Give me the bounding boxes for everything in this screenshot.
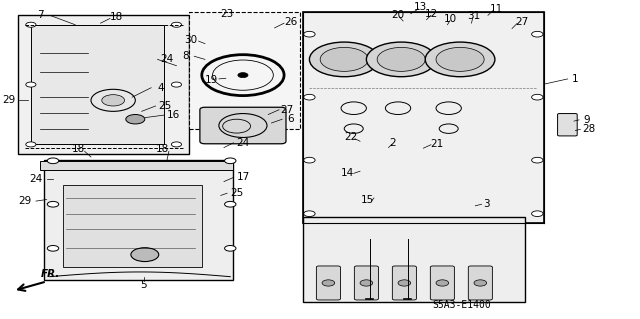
Text: 18: 18 xyxy=(156,144,169,154)
Text: 11: 11 xyxy=(490,4,503,14)
Circle shape xyxy=(532,94,543,100)
FancyBboxPatch shape xyxy=(303,12,543,223)
Text: 20: 20 xyxy=(392,10,404,20)
Circle shape xyxy=(47,201,59,207)
Circle shape xyxy=(238,73,248,78)
Text: 9: 9 xyxy=(584,115,590,125)
Text: 27: 27 xyxy=(515,17,528,27)
Text: 28: 28 xyxy=(582,124,596,134)
FancyBboxPatch shape xyxy=(189,12,300,129)
Text: 24: 24 xyxy=(236,138,250,148)
Text: FR.: FR. xyxy=(40,269,60,279)
Circle shape xyxy=(320,48,368,71)
Circle shape xyxy=(26,22,36,27)
Text: 17: 17 xyxy=(236,173,250,182)
Text: 4: 4 xyxy=(157,83,164,93)
Text: 2: 2 xyxy=(390,138,396,148)
Text: S5A3-E1400: S5A3-E1400 xyxy=(432,300,491,310)
Circle shape xyxy=(366,42,436,77)
Text: 15: 15 xyxy=(361,195,374,204)
Circle shape xyxy=(225,158,236,164)
Text: 8: 8 xyxy=(182,51,189,61)
Circle shape xyxy=(131,248,159,262)
Text: 18: 18 xyxy=(109,12,123,22)
FancyBboxPatch shape xyxy=(63,185,202,267)
FancyBboxPatch shape xyxy=(355,266,378,300)
Circle shape xyxy=(225,201,236,207)
Circle shape xyxy=(172,22,182,27)
Circle shape xyxy=(425,42,495,77)
Text: 18: 18 xyxy=(72,144,85,154)
Text: 5: 5 xyxy=(140,279,147,290)
Text: 22: 22 xyxy=(344,132,357,143)
Text: 21: 21 xyxy=(431,139,444,149)
Text: 27: 27 xyxy=(280,105,294,115)
Circle shape xyxy=(26,142,36,147)
Circle shape xyxy=(47,158,59,164)
FancyBboxPatch shape xyxy=(557,114,577,136)
Text: 6: 6 xyxy=(287,114,294,124)
Text: 26: 26 xyxy=(284,17,297,26)
FancyBboxPatch shape xyxy=(18,15,189,154)
Text: 29: 29 xyxy=(18,196,31,206)
FancyBboxPatch shape xyxy=(200,107,286,144)
Circle shape xyxy=(532,157,543,163)
Text: 31: 31 xyxy=(467,11,481,21)
Circle shape xyxy=(309,42,379,77)
Circle shape xyxy=(172,142,182,147)
Circle shape xyxy=(126,115,145,124)
Circle shape xyxy=(532,31,543,37)
FancyBboxPatch shape xyxy=(430,266,454,300)
Text: 14: 14 xyxy=(340,168,354,178)
Circle shape xyxy=(532,211,543,217)
Circle shape xyxy=(436,48,484,71)
Text: 29: 29 xyxy=(2,95,15,105)
Text: 24: 24 xyxy=(161,54,173,64)
FancyBboxPatch shape xyxy=(44,160,234,280)
Circle shape xyxy=(225,246,236,251)
Text: 3: 3 xyxy=(483,199,490,209)
Circle shape xyxy=(304,94,315,100)
FancyBboxPatch shape xyxy=(303,217,525,302)
Text: 10: 10 xyxy=(444,14,456,24)
Circle shape xyxy=(436,280,449,286)
Text: 13: 13 xyxy=(413,3,427,12)
Text: 25: 25 xyxy=(159,101,172,111)
Circle shape xyxy=(377,48,425,71)
Text: 16: 16 xyxy=(166,110,180,120)
Circle shape xyxy=(398,280,411,286)
Circle shape xyxy=(304,157,315,163)
FancyBboxPatch shape xyxy=(31,25,164,145)
Circle shape xyxy=(322,280,335,286)
Text: 19: 19 xyxy=(205,75,218,85)
Text: 25: 25 xyxy=(230,188,243,198)
Circle shape xyxy=(26,82,36,87)
Circle shape xyxy=(474,280,486,286)
FancyBboxPatch shape xyxy=(40,161,234,170)
FancyBboxPatch shape xyxy=(316,266,340,300)
Circle shape xyxy=(47,246,59,251)
Circle shape xyxy=(360,280,372,286)
Circle shape xyxy=(102,95,125,106)
Text: 12: 12 xyxy=(424,9,438,19)
Text: 24: 24 xyxy=(29,174,42,184)
Circle shape xyxy=(304,31,315,37)
Circle shape xyxy=(304,211,315,217)
FancyBboxPatch shape xyxy=(392,266,417,300)
Circle shape xyxy=(172,82,182,87)
Text: 7: 7 xyxy=(37,10,44,20)
Text: 23: 23 xyxy=(221,9,234,19)
Text: 30: 30 xyxy=(184,35,198,46)
Text: 1: 1 xyxy=(572,74,579,84)
FancyBboxPatch shape xyxy=(468,266,492,300)
